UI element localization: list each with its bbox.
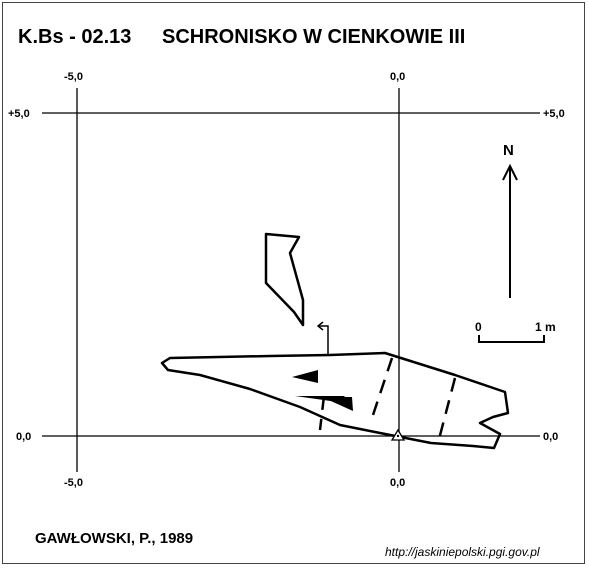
survey-point — [390, 428, 406, 441]
grid-label-bottom-left: -5,0 — [64, 477, 83, 489]
division-line-2 — [436, 377, 457, 444]
passage-divisions — [318, 357, 457, 444]
slope-marker-1 — [292, 370, 318, 383]
survey-dot — [396, 434, 400, 438]
north-arrow: N — [502, 142, 518, 298]
cave-code: K.Bs - 02.13 — [18, 26, 131, 48]
division-line-1 — [370, 357, 394, 419]
main-passage-outline — [160, 351, 510, 450]
grid-label-top-left: -5,0 — [64, 71, 83, 83]
north-label: N — [503, 142, 514, 159]
grid-label-left-top: +5,0 — [8, 108, 30, 120]
coordinate-grid — [42, 88, 540, 472]
north-arrow-head — [502, 163, 518, 181]
cave-name: SCHRONISKO W CIENKOWIE III — [162, 26, 465, 48]
scale-label-end: 1 m — [535, 320, 556, 334]
climb-marker-arrow — [316, 321, 324, 331]
grid-label-left-bottom: 0,0 — [16, 431, 31, 443]
upper-chamber-outline — [264, 232, 305, 327]
division-line-3 — [318, 395, 326, 431]
slope-markers — [292, 370, 353, 411]
map-frame — [2, 2, 585, 564]
grid-label-bottom-right: 0,0 — [390, 477, 405, 489]
author-credit: GAWŁOWSKI, P., 1989 — [35, 530, 193, 547]
grid-label-right-bottom: 0,0 — [543, 431, 558, 443]
scale-label-start: 0 — [475, 320, 482, 334]
grid-label-right-top: +5,0 — [543, 108, 565, 120]
scale-bar: 0 1 m — [475, 320, 556, 343]
grid-label-top-right: 0,0 — [390, 71, 405, 83]
scale-bar-line — [478, 335, 545, 343]
source-url[interactable]: http://jaskiniepolski.pgi.gov.pl — [385, 545, 540, 559]
climb-marker — [319, 325, 329, 355]
slope-marker-3 — [322, 397, 353, 411]
